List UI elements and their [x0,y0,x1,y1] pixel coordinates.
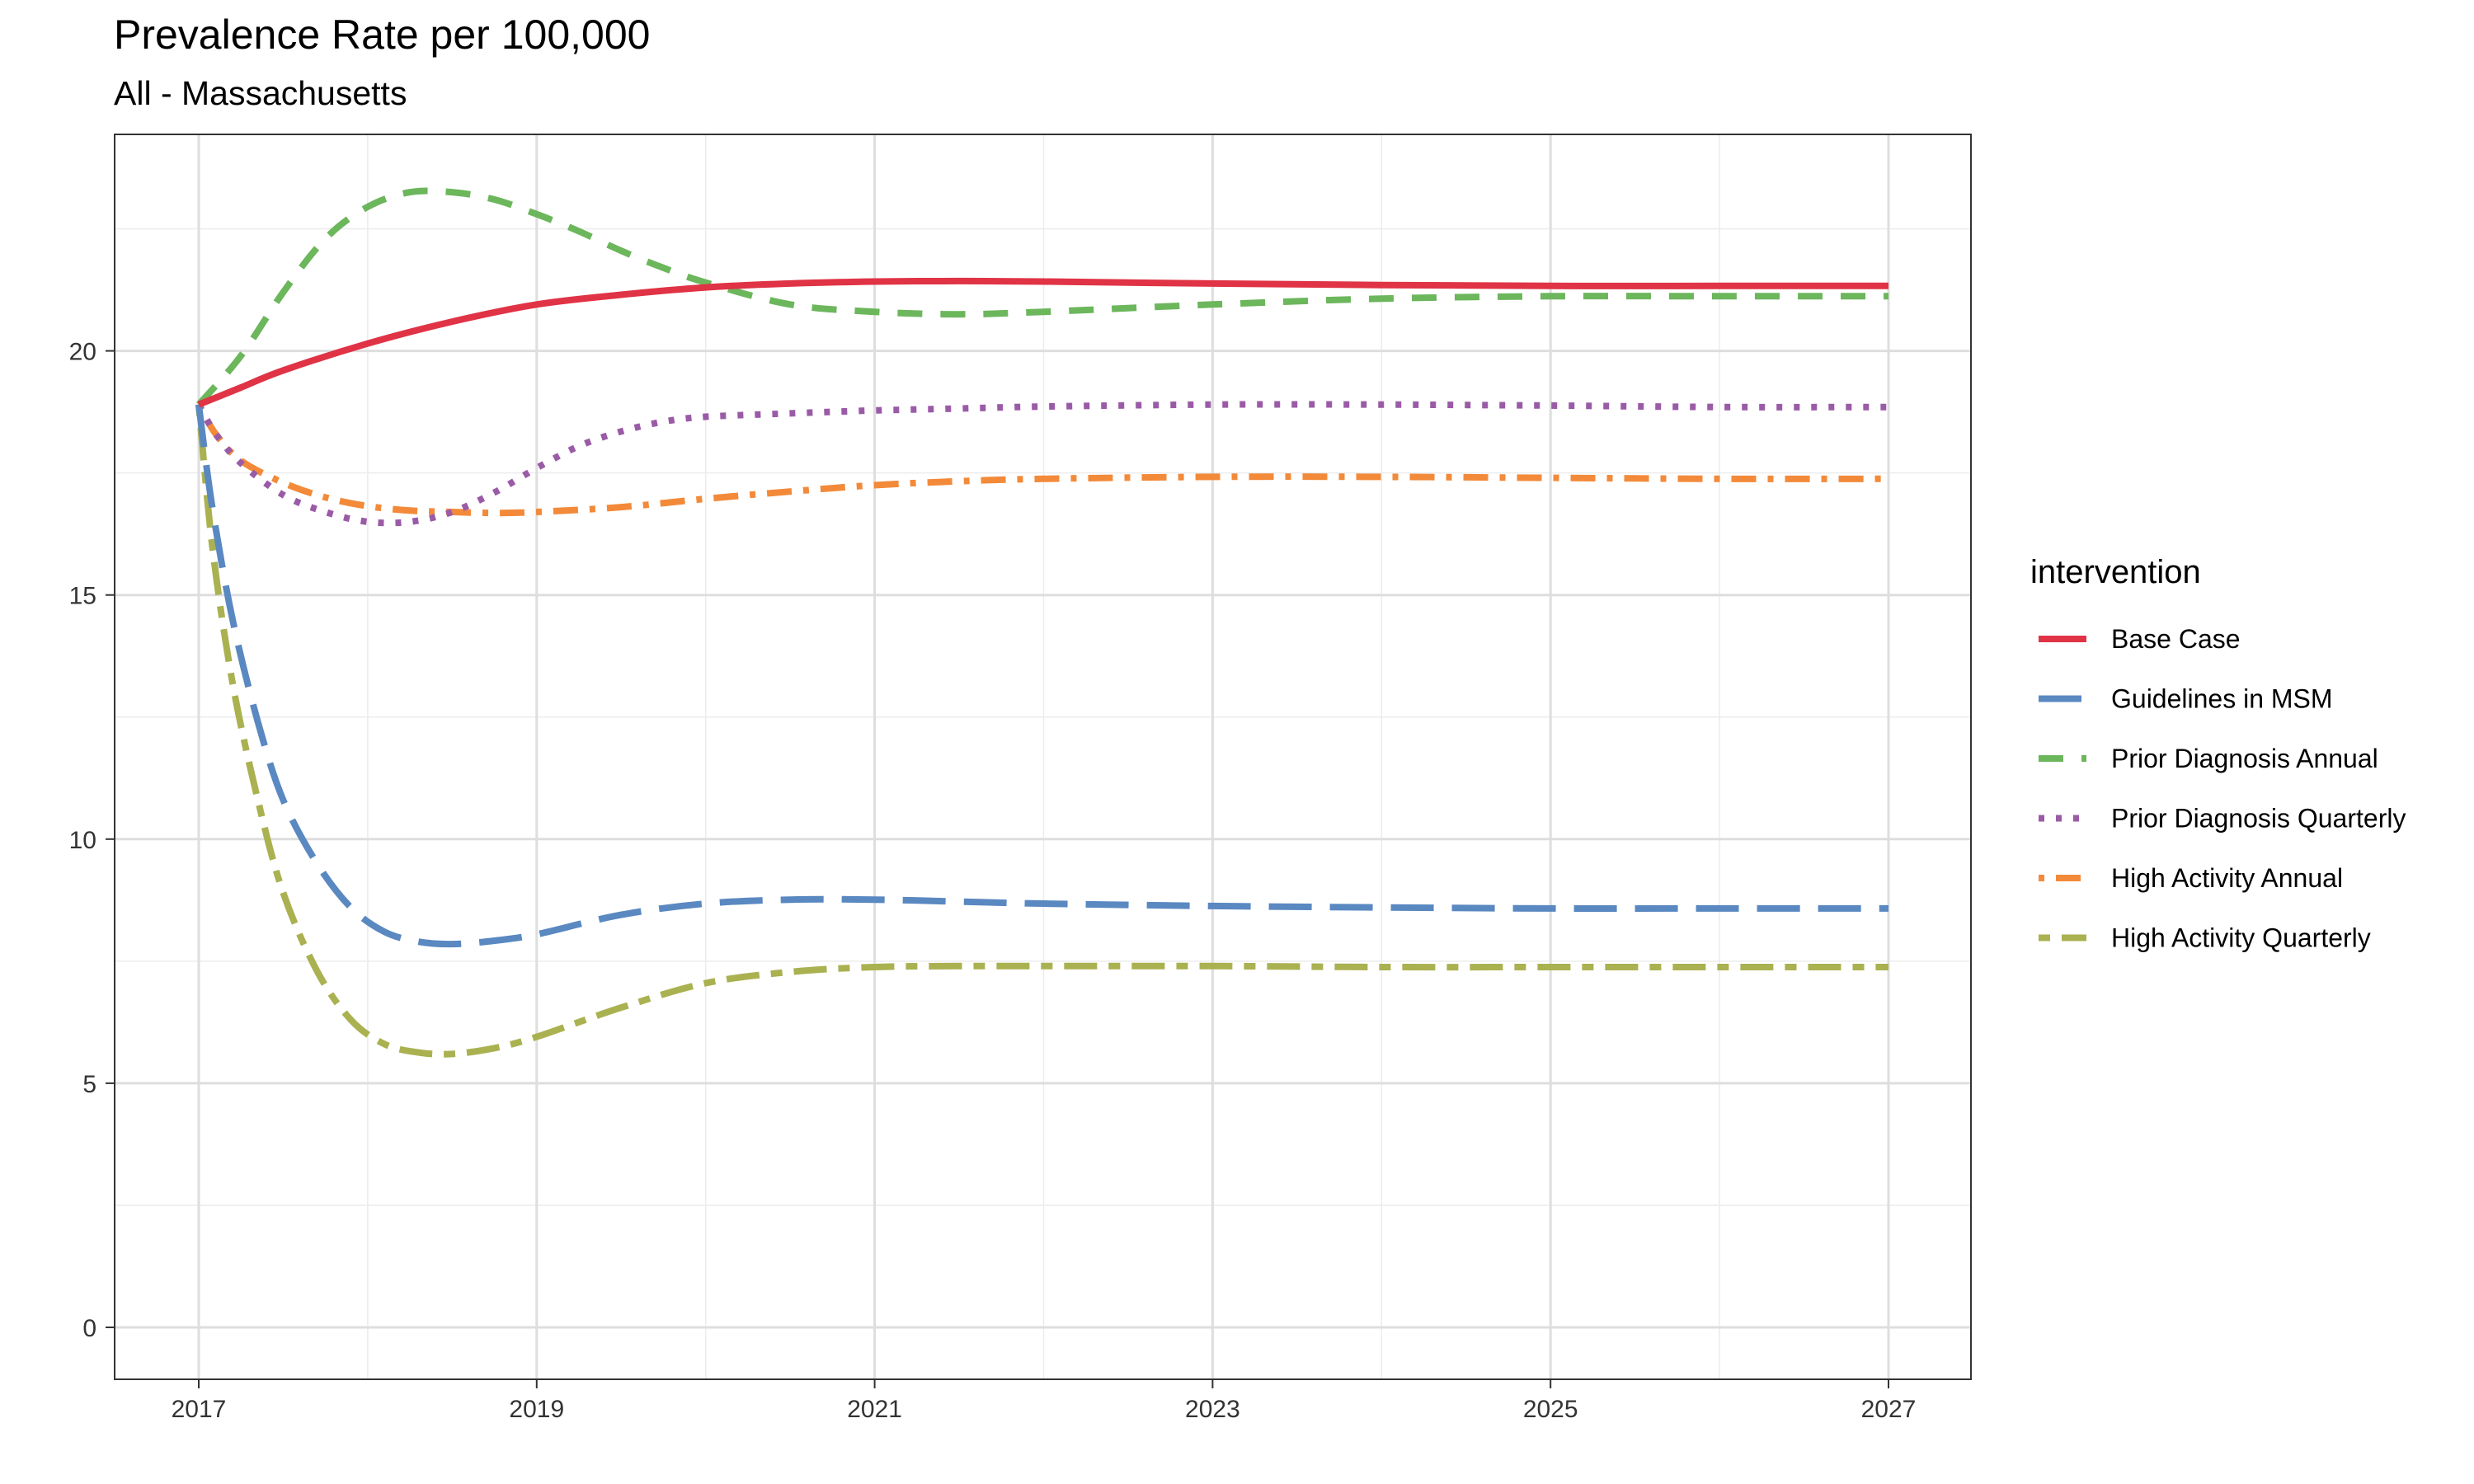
plot-background [115,134,1971,1379]
x-tick-label: 2019 [509,1396,564,1423]
legend-label: Prior Diagnosis Quarterly [2111,804,2406,834]
x-tick-label: 2021 [847,1396,902,1423]
y-tick-label: 20 [69,339,96,366]
x-tick-label: 2023 [1185,1396,1240,1423]
series-layer [195,187,1889,1058]
legend-label: High Activity Quarterly [2111,923,2371,953]
chart-subtitle: All - Massachusetts [114,74,407,112]
y-tick-label: 10 [69,827,96,854]
legend-label: Prior Diagnosis Annual [2111,744,2378,773]
legend: intervention Base Case Guidelines in MSM P… [2030,554,2406,953]
series-line-high-activity-annual [195,402,1889,517]
y-tick-label: 0 [82,1315,96,1342]
x-tick-label: 2027 [1861,1396,1917,1423]
x-tick-label: 2025 [1523,1396,1578,1423]
legend-label: Guidelines in MSM [2111,684,2333,714]
legend-label: Base Case [2111,624,2241,654]
series-line-guidelines-in-msm [195,404,1888,948]
x-tick-label: 2017 [172,1396,227,1423]
y-tick-label: 5 [82,1071,96,1098]
series-line-prior-diagnosis-annual [195,187,1888,407]
legend-title: intervention [2030,554,2201,590]
y-tick-label: 15 [69,583,96,610]
chart-title: Prevalence Rate per 100,000 [114,12,650,58]
legend-label: High Activity Annual [2111,863,2343,893]
series-line-base-case [197,277,1888,408]
series-line-high-activity-quarterly [195,404,1888,1058]
axes: 2017 2019 2021 2023 2025 2027 0 5 10 15 20 [69,339,1917,1423]
plot-border [114,134,1972,1380]
grid [115,134,1971,1379]
